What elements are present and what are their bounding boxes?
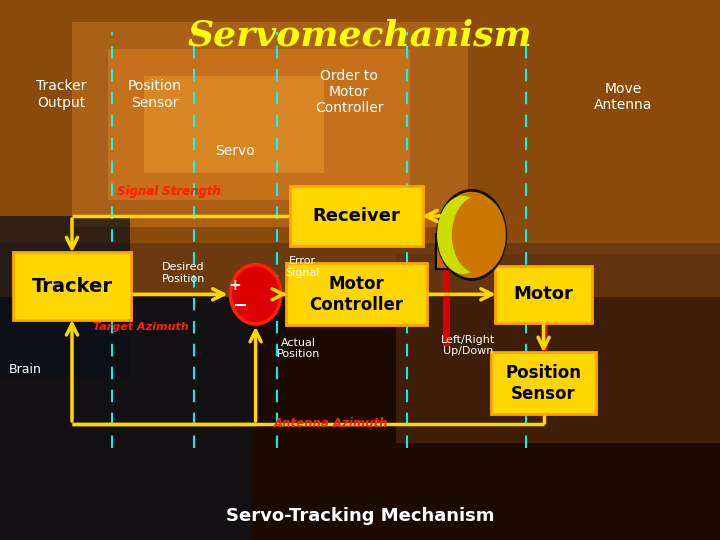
Bar [0, 297, 252, 540]
FancyBboxPatch shape [287, 263, 426, 325]
Bar [0, 0, 720, 297]
FancyBboxPatch shape [495, 266, 593, 322]
Text: Servo: Servo [215, 144, 256, 158]
Text: Left/Right
Up/Down: Left/Right Up/Down [441, 335, 495, 356]
Text: Tracker
Output: Tracker Output [36, 79, 86, 110]
Bar [0, 216, 130, 378]
Text: Desired
Position: Desired Position [162, 262, 205, 284]
Text: Antenna Azimuth: Antenna Azimuth [274, 417, 389, 430]
Bar [0, 0, 720, 243]
FancyBboxPatch shape [13, 252, 132, 320]
Text: Brain: Brain [9, 363, 42, 376]
Bar [144, 76, 324, 173]
Text: Servomechanism: Servomechanism [188, 19, 532, 53]
Bar [72, 22, 468, 227]
Text: Order to
Motor
Controller: Order to Motor Controller [315, 69, 384, 115]
Text: Signal Strength: Signal Strength [117, 185, 221, 198]
Ellipse shape [438, 191, 505, 280]
Text: Actual
Position: Actual Position [277, 338, 320, 359]
Text: Servo-Tracking Mechanism: Servo-Tracking Mechanism [226, 507, 494, 525]
FancyBboxPatch shape [289, 186, 423, 246]
Text: +: + [228, 278, 241, 293]
Text: Move
Antenna: Move Antenna [593, 82, 652, 112]
Bar [108, 49, 410, 200]
Ellipse shape [230, 265, 281, 324]
Text: −: − [232, 297, 248, 315]
Text: Position
Sensor: Position Sensor [128, 79, 181, 110]
Text: Tracker: Tracker [32, 276, 112, 296]
Text: Motor
Controller: Motor Controller [310, 275, 403, 314]
Text: Signal Strength: Signal Strength [117, 185, 221, 198]
Bar [0, 297, 720, 540]
Ellipse shape [437, 196, 489, 274]
Text: Error
Signal: Error Signal [285, 256, 320, 278]
FancyBboxPatch shape [491, 353, 596, 415]
Text: Receiver: Receiver [312, 207, 400, 225]
Bar [436, 233, 457, 268]
Text: Target Azimuth: Target Azimuth [93, 322, 188, 332]
Bar [396, 254, 720, 443]
Ellipse shape [452, 196, 505, 274]
Text: Motor: Motor [513, 285, 574, 303]
Text: Position
Sensor: Position Sensor [505, 364, 582, 403]
